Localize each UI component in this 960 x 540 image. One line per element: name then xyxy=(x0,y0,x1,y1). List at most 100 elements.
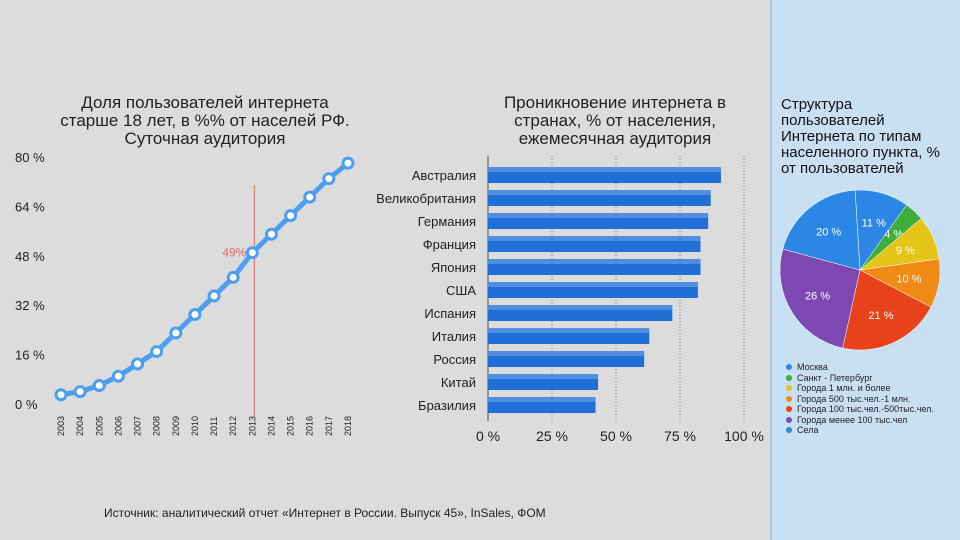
line-x-tick: 2016 xyxy=(305,416,315,436)
data-point xyxy=(73,385,87,399)
legend-label: Села xyxy=(797,425,819,435)
series-line xyxy=(60,161,350,398)
legend-swatch xyxy=(786,427,792,434)
pie-value-label: 9 % xyxy=(896,245,915,257)
data-point xyxy=(341,156,355,170)
legend-label: Города менее 100 тыс.чел xyxy=(797,414,908,425)
bar-category-label: Франция xyxy=(423,237,476,252)
line-x-tick: 2013 xyxy=(247,416,257,436)
legend-label: Города 1 млн. и более xyxy=(797,383,891,393)
line-x-tick: 2009 xyxy=(171,416,181,436)
bar-category-label: Германия xyxy=(418,214,476,229)
bar-highlight xyxy=(488,282,698,287)
data-point xyxy=(188,307,202,321)
data-point xyxy=(245,246,259,260)
data-point xyxy=(150,345,164,359)
bar-category-label: Италия xyxy=(432,329,476,344)
bar-highlight xyxy=(488,351,645,356)
bar xyxy=(488,259,701,275)
legend-label: Города 500 тыс.чел.-1 млн. xyxy=(797,393,911,404)
bar xyxy=(488,374,599,390)
bar-category-label: Китай xyxy=(441,375,476,390)
bar xyxy=(488,190,711,206)
line-x-tick: 2003 xyxy=(56,416,66,436)
line-x-tick: 2014 xyxy=(266,416,276,436)
pie-chart-title: Структура пользователей Интернета по тип… xyxy=(781,96,940,177)
pie-value-label: 20 % xyxy=(816,227,841,239)
bar-x-tick: 0 % xyxy=(476,428,500,444)
legend-swatch xyxy=(786,416,792,423)
data-point xyxy=(264,227,278,241)
legend-swatch xyxy=(786,374,792,381)
legend-item: Санкт - Петербург xyxy=(786,373,958,384)
line-x-tick: 2007 xyxy=(133,416,143,436)
bar xyxy=(488,397,596,413)
data-point xyxy=(54,388,68,402)
bar-x-tick: 25 % xyxy=(536,428,568,444)
line-x-tick: 2012 xyxy=(228,416,238,436)
legend-item: Села xyxy=(786,425,958,436)
pie-value-label: 21 % xyxy=(868,310,893,322)
pie-value-label: 11 % xyxy=(862,217,886,229)
bar-chart: 0 % 25 % 50 % 75 % 100 % Австралия Великобрита… xyxy=(376,156,764,444)
bar-highlight xyxy=(488,397,596,402)
pie-value-label: 26 % xyxy=(805,291,830,303)
bar-highlight xyxy=(488,167,721,172)
pie-chart: 11 %4 %9 %10 %21 %26 %20 % xyxy=(779,189,941,351)
data-point xyxy=(322,172,336,186)
legend-label: Санкт - Петербург xyxy=(797,372,873,383)
bar-highlight xyxy=(488,305,673,310)
bar-highlight xyxy=(488,190,711,195)
line-chart-title: Доля пользователей интернета старше 18 л… xyxy=(60,93,350,148)
line-x-tick: 2004 xyxy=(75,416,85,436)
line-x-tick: 2017 xyxy=(324,416,334,436)
bar xyxy=(488,213,709,229)
legend-label: Москва xyxy=(797,362,828,372)
legend-label: Города 100 тыс.чел.-500тыс.чел. xyxy=(797,404,934,414)
legend-item: Города менее 100 тыс.чел xyxy=(786,415,958,426)
legend-item: Города 100 тыс.чел.-500тыс.чел. xyxy=(786,404,958,415)
line-y-tick: 16 % xyxy=(15,348,45,363)
bar-highlight xyxy=(488,213,709,218)
bar-chart-title: Проникновение интернета в странах, % от … xyxy=(503,93,727,148)
data-point xyxy=(284,209,298,223)
pie-slice xyxy=(782,189,861,271)
bar xyxy=(488,351,645,367)
source-note: Источник: аналитический отчет «Интернет … xyxy=(104,506,546,520)
data-point xyxy=(131,357,145,371)
data-point xyxy=(207,289,221,303)
pie-legend: Москва Санкт - Петербург Города 1 млн. и б… xyxy=(786,362,958,436)
bar-x-tick: 100 % xyxy=(724,428,764,444)
line-x-tick: 2011 xyxy=(209,417,219,436)
line-y-tick: 0 % xyxy=(15,397,38,412)
line-y-tick: 48 % xyxy=(15,249,45,264)
bar-category-label: Австралия xyxy=(412,168,476,183)
annotation-label: 49% xyxy=(222,246,246,260)
line-x-tick: 2005 xyxy=(94,416,104,436)
bar xyxy=(488,328,650,344)
legend-item: Москва xyxy=(786,362,958,373)
bar-highlight xyxy=(488,259,701,264)
line-x-tick: 2015 xyxy=(286,416,296,436)
pie-value-label: 10 % xyxy=(896,273,921,285)
pie-slice xyxy=(779,248,861,349)
data-point xyxy=(303,190,317,204)
data-point xyxy=(92,378,106,392)
line-x-tick: 2008 xyxy=(152,416,162,436)
line-chart: 0 % 16 % 32 % 48 % 64 % 80 % 2003 2004 2005 2006 2… xyxy=(15,150,355,436)
data-point xyxy=(169,326,183,340)
legend-swatch xyxy=(786,406,792,413)
line-y-tick: 32 % xyxy=(15,298,45,313)
legend-swatch xyxy=(786,385,792,392)
bar-category-label: Великобритания xyxy=(376,191,476,206)
legend-swatch xyxy=(786,395,792,402)
legend-item: Города 500 тыс.чел.-1 млн. xyxy=(786,394,958,405)
legend-swatch xyxy=(786,364,792,371)
bar-x-tick: 50 % xyxy=(600,428,632,444)
bar xyxy=(488,282,698,298)
bar-category-label: США xyxy=(446,283,476,298)
legend-item: Города 1 млн. и более xyxy=(786,383,958,394)
bar-category-label: Россия xyxy=(433,352,476,367)
bar xyxy=(488,305,673,321)
line-x-tick: 2010 xyxy=(190,416,200,436)
